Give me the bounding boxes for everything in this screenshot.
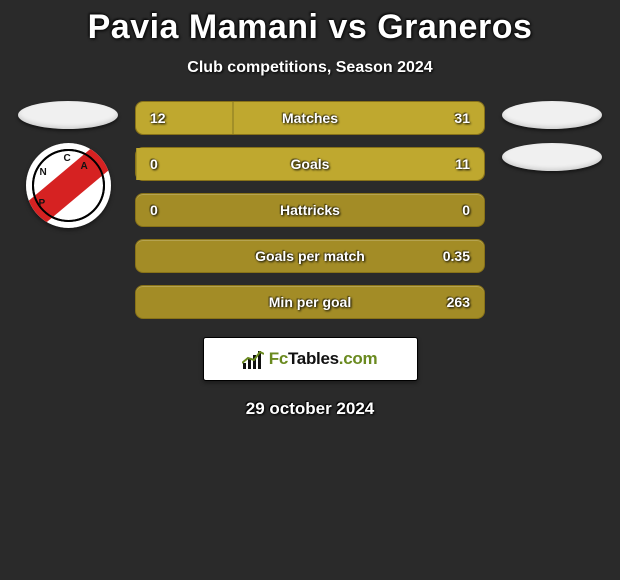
right-team-col	[497, 101, 607, 171]
stat-value-right: 0	[462, 202, 470, 218]
stat-label: Min per goal	[269, 294, 351, 310]
stat-value-right: 11	[455, 156, 470, 172]
logo-text: FcTables.com	[269, 349, 378, 369]
stat-bar: 0 Goals 11	[135, 147, 485, 181]
stat-bar: Goals per match 0.35	[135, 239, 485, 273]
page-title: Pavia Mamani vs Graneros	[88, 8, 533, 47]
stat-value-left: 12	[150, 110, 166, 126]
stat-value-left: 0	[150, 156, 158, 172]
comparison-card: Pavia Mamani vs Graneros Club competitio…	[0, 0, 620, 419]
stat-value-left: 0	[150, 202, 158, 218]
badge-letters: C A N P	[26, 143, 111, 228]
right-team-placeholder-2	[502, 143, 602, 171]
logo-prefix: Fc	[269, 349, 288, 368]
chart-icon	[243, 349, 263, 369]
right-team-placeholder-1	[502, 101, 602, 129]
date-text: 29 october 2024	[246, 399, 375, 419]
fctables-logo[interactable]: FcTables.com	[203, 337, 418, 381]
left-team-placeholder-1	[18, 101, 118, 129]
left-team-badge: C A N P	[26, 143, 111, 228]
stat-bar: 0 Hattricks 0	[135, 193, 485, 227]
left-team-col: C A N P	[13, 101, 123, 228]
stat-value-right: 31	[454, 110, 470, 126]
stat-label: Hattricks	[280, 202, 340, 218]
page-subtitle: Club competitions, Season 2024	[187, 59, 432, 77]
stat-bar: 12 Matches 31	[135, 101, 485, 135]
logo-main: Tables	[288, 349, 339, 368]
stat-label: Matches	[282, 110, 338, 126]
stat-label: Goals per match	[255, 248, 365, 264]
chart-line-icon	[242, 351, 264, 365]
stat-value-right: 263	[447, 294, 470, 310]
main-row: C A N P 12 Matches 31 0 Goals 11 0 Hattricks 0 Go…	[0, 101, 620, 319]
stat-bar: Min per goal 263	[135, 285, 485, 319]
stat-value-right: 0.35	[443, 248, 470, 264]
stat-label: Goals	[291, 156, 330, 172]
logo-suffix: .com	[339, 349, 377, 368]
stat-fill-right	[233, 102, 484, 134]
stats-column: 12 Matches 31 0 Goals 11 0 Hattricks 0 Goals per …	[135, 101, 485, 319]
